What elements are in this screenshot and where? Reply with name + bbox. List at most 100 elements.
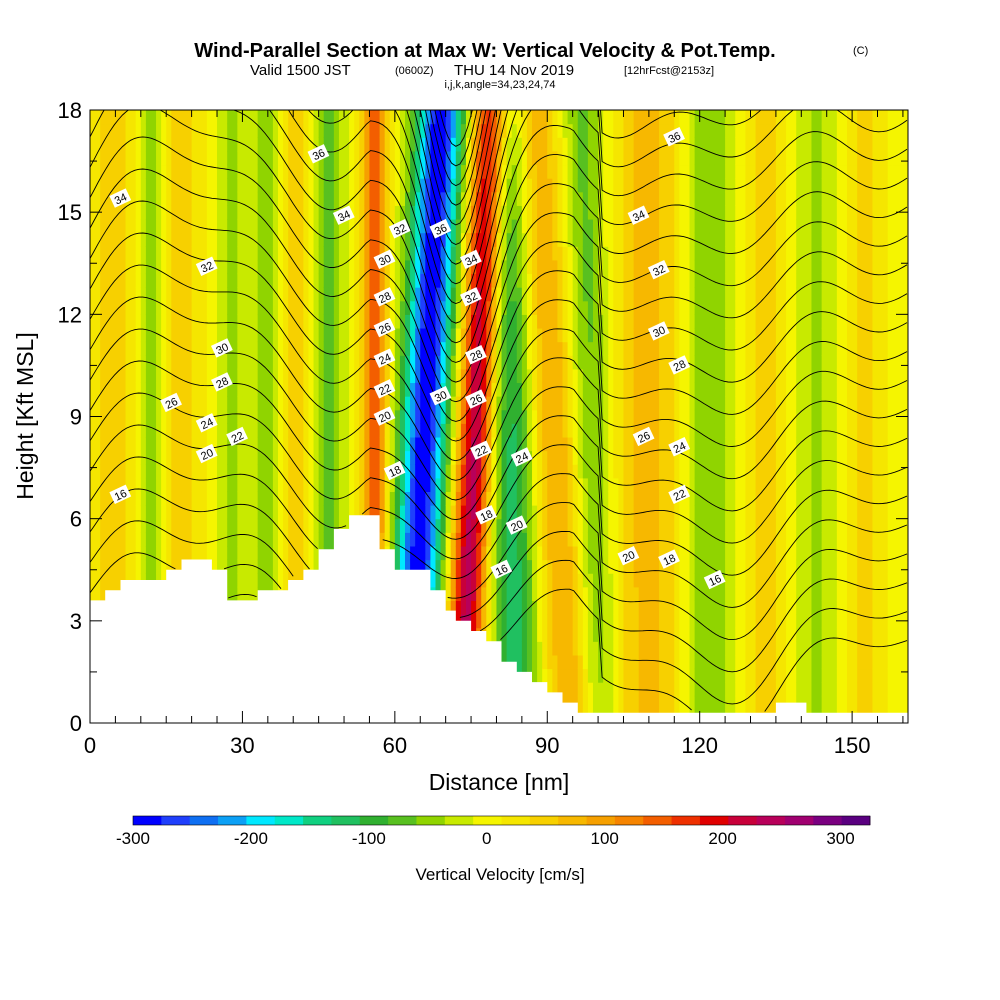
w-cell <box>435 205 442 220</box>
w-cell <box>420 150 426 166</box>
w-cell <box>318 273 325 288</box>
w-cell <box>140 423 147 438</box>
w-cell <box>648 178 655 193</box>
w-cell <box>633 668 640 683</box>
w-cell <box>481 110 487 125</box>
w-cell <box>582 464 589 479</box>
w-cell <box>633 246 640 261</box>
w-cell <box>384 191 391 206</box>
w-cell <box>567 246 574 261</box>
w-cell <box>430 123 437 138</box>
w-cell <box>206 477 213 493</box>
w-cell <box>232 246 238 261</box>
w-cell <box>476 355 482 370</box>
w-cell <box>603 600 609 615</box>
w-cell <box>272 409 279 424</box>
w-cell <box>511 614 518 629</box>
w-cell <box>506 178 513 193</box>
w-cell <box>257 191 264 206</box>
w-cell <box>313 341 320 356</box>
w-cell <box>471 423 477 438</box>
w-cell <box>552 191 559 206</box>
w-cell <box>135 164 142 179</box>
w-cell <box>176 436 183 452</box>
w-cell <box>333 423 340 438</box>
w-cell <box>318 341 325 356</box>
w-cell <box>598 178 604 193</box>
w-cell <box>643 409 650 424</box>
w-cell <box>577 327 584 343</box>
w-cell <box>145 232 152 247</box>
w-cell <box>349 396 355 411</box>
w-cell <box>176 164 183 179</box>
w-cell <box>100 246 106 261</box>
w-cell <box>415 436 421 452</box>
w-cell <box>140 110 147 125</box>
w-cell <box>181 191 188 206</box>
w-cell <box>328 423 335 438</box>
w-cell <box>262 450 269 465</box>
w-cell <box>344 164 350 179</box>
w-cell <box>425 450 432 465</box>
w-cell <box>521 273 528 288</box>
w-cell <box>242 287 249 302</box>
w-cell <box>267 110 274 125</box>
w-cell <box>633 355 640 370</box>
w-cell <box>150 436 157 452</box>
w-cell <box>227 150 233 166</box>
w-cell <box>364 477 371 493</box>
w-cell <box>222 150 228 166</box>
w-cell <box>176 300 183 315</box>
w-cell <box>333 355 340 370</box>
w-cell <box>455 423 462 438</box>
w-cell <box>537 355 543 370</box>
w-cell <box>349 110 355 125</box>
w-cell <box>613 355 619 370</box>
w-cell <box>150 300 157 315</box>
w-cell <box>567 491 574 506</box>
w-cell <box>272 150 279 166</box>
w-cell <box>557 314 564 329</box>
w-cell <box>166 409 172 424</box>
w-cell <box>130 300 137 315</box>
w-cell <box>542 205 548 220</box>
w-cell <box>435 491 442 506</box>
w-cell <box>277 164 284 179</box>
w-cell <box>562 300 569 315</box>
w-cell <box>567 654 574 670</box>
w-cell <box>440 314 447 329</box>
w-cell <box>384 477 391 493</box>
w-cell <box>308 436 315 452</box>
w-cell <box>511 150 518 166</box>
w-cell <box>511 464 518 479</box>
w-cell <box>318 123 325 138</box>
w-cell <box>542 110 548 125</box>
w-cell <box>623 409 630 424</box>
w-cell <box>308 178 315 193</box>
w-cell <box>547 110 553 125</box>
w-cell <box>323 300 330 315</box>
w-cell <box>516 586 523 601</box>
w-cell <box>369 450 376 465</box>
w-cell <box>217 477 223 493</box>
w-cell <box>633 341 640 356</box>
w-cell <box>323 314 330 329</box>
w-cell <box>328 191 335 206</box>
w-cell <box>450 218 457 234</box>
w-cell <box>613 423 619 438</box>
w-cell <box>516 464 523 479</box>
w-cell <box>496 600 503 615</box>
w-cell <box>313 409 320 424</box>
w-cell <box>445 532 452 547</box>
w-cell <box>283 450 289 465</box>
w-cell <box>572 477 579 493</box>
w-cell <box>623 627 630 642</box>
w-cell <box>648 654 655 670</box>
w-cell <box>389 232 396 247</box>
w-cell <box>252 464 259 479</box>
w-cell <box>293 491 299 506</box>
w-cell <box>521 327 528 343</box>
w-cell <box>379 191 386 206</box>
w-cell <box>638 232 645 247</box>
w-cell <box>191 491 198 506</box>
